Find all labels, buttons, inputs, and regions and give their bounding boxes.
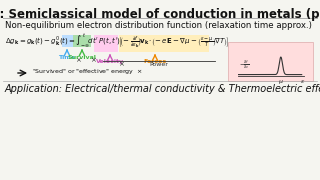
Text: Application: Electrical/thermal conductivity & Thermoelectric effects: Application: Electrical/thermal conducti…: [5, 84, 320, 94]
Bar: [62, 35, 73, 47]
Text: $\varepsilon$: $\varepsilon$: [300, 78, 305, 85]
Text: Non-equilibrium electron distribution function (relaxation time approx.): Non-equilibrium electron distribution fu…: [5, 21, 312, 30]
FancyBboxPatch shape: [228, 42, 313, 80]
Text: Velocity: Velocity: [96, 59, 124, 64]
Text: Time: Time: [59, 55, 76, 60]
Text: Ch 13: Semiclassical model of conduction in metals (part II): Ch 13: Semiclassical model of conduction…: [0, 8, 320, 21]
Text: Power: Power: [149, 62, 168, 67]
Text: $\times$: $\times$: [90, 55, 96, 64]
Text: $\times$: $\times$: [75, 55, 82, 64]
Text: $-\frac{\partial f}{\partial\varepsilon}$: $-\frac{\partial f}{\partial\varepsilon}…: [239, 58, 250, 71]
Bar: [94, 35, 118, 52]
Text: "Survived" or "effective" energy  $\times$: "Survived" or "effective" energy $\times…: [32, 68, 143, 76]
Text: Survival: Survival: [68, 55, 96, 60]
Bar: [73, 35, 91, 47]
Text: $\Delta g_{\mathbf{k}}=g_{\mathbf{k}}(t)-g^{0}_{\mathbf{k}}(t)=\int_{-\infty}^{t: $\Delta g_{\mathbf{k}}=g_{\mathbf{k}}(t)…: [5, 32, 229, 50]
Text: Forces: Forces: [143, 59, 167, 64]
Text: $\times$: $\times$: [117, 59, 124, 68]
Bar: [119, 35, 209, 52]
Text: $\mu$: $\mu$: [278, 78, 284, 86]
